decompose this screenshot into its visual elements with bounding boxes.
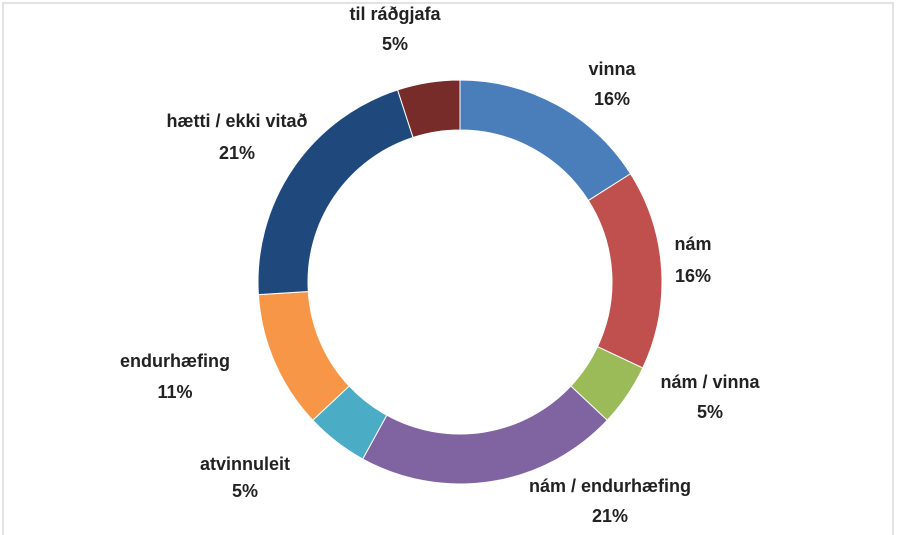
donut-segment	[362, 385, 608, 485]
category-label: hætti / ekki vitað	[166, 111, 307, 131]
category-label: endurhæfing	[120, 351, 230, 371]
category-label: atvinnuleit	[200, 454, 290, 474]
value-label: 5%	[232, 481, 258, 501]
donut-segment	[587, 173, 663, 369]
value-label: 16%	[675, 266, 711, 286]
value-label: 11%	[157, 382, 192, 402]
category-label: nám / vinna	[660, 372, 760, 392]
category-label: vinna	[588, 59, 636, 79]
donut-segment	[396, 79, 461, 139]
value-label: 21%	[592, 506, 628, 526]
value-label: 5%	[382, 34, 408, 54]
value-label: 5%	[697, 402, 723, 422]
category-label: nám / endurhæfing	[529, 476, 691, 496]
category-label: nám	[674, 234, 711, 254]
category-label: til ráðgjafa	[349, 4, 441, 24]
value-label: 21%	[219, 143, 255, 163]
value-label: 16%	[594, 89, 630, 109]
